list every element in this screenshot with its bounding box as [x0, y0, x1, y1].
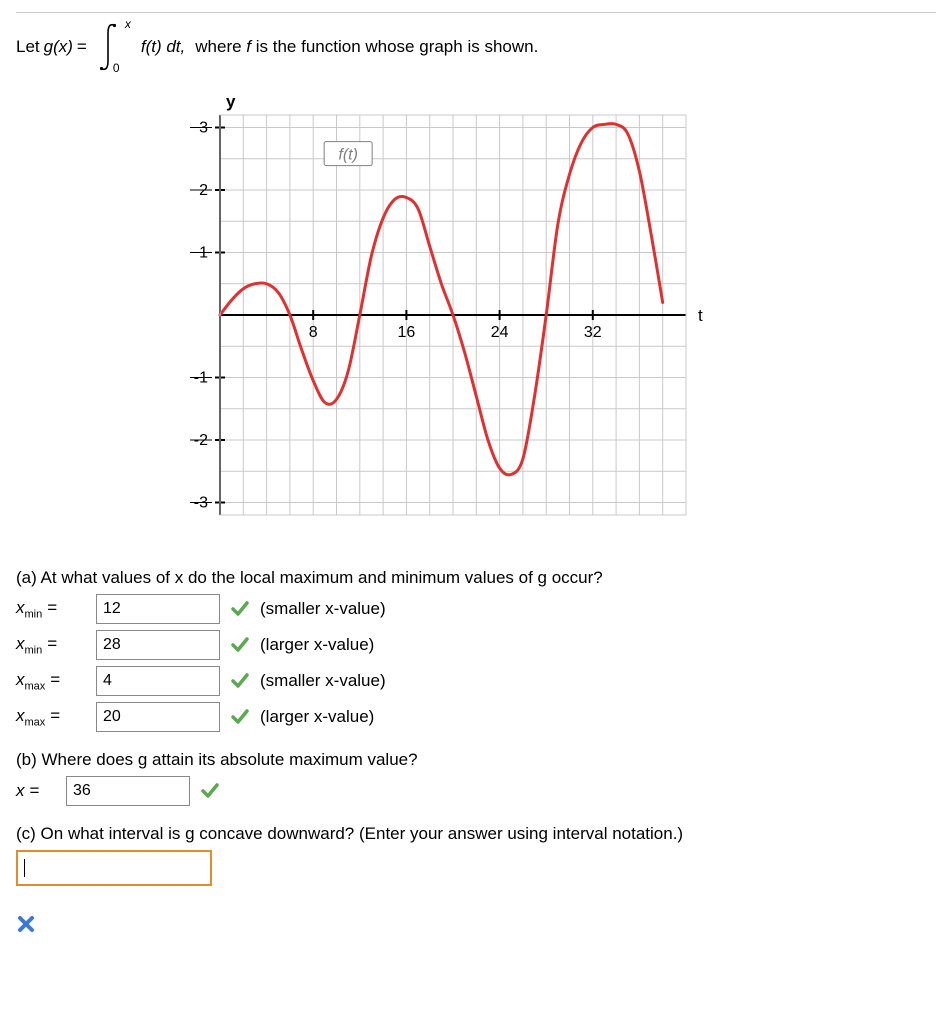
intro-let: Let — [16, 37, 40, 57]
svg-text:y: y — [226, 92, 236, 111]
part-a-lhs: xmin = — [16, 634, 86, 656]
part-b-input[interactable]: 36 — [66, 776, 190, 806]
svg-text:f(t): f(t) — [338, 147, 358, 164]
check-icon — [230, 707, 250, 727]
integral-lower: 0 — [113, 61, 120, 75]
svg-text:32: 32 — [584, 324, 602, 341]
question-intro: Let g(x) = x 0 f(t) dt, where f is the f… — [16, 21, 936, 73]
svg-text:16: 16 — [398, 324, 416, 341]
svg-text:24: 24 — [491, 324, 509, 341]
part-a-row: xmax = 4 (smaller x-value) — [16, 666, 936, 696]
part-a-input[interactable]: 20 — [96, 702, 220, 732]
svg-text:t: t — [698, 306, 703, 325]
integral-symbol: x 0 — [95, 21, 121, 73]
part-a-row: xmin = 12 (smaller x-value) — [16, 594, 936, 624]
intro-eq: = — [77, 37, 87, 57]
integral-upper: x — [125, 17, 131, 31]
check-icon — [230, 635, 250, 655]
part-b-prompt: (b) Where does g attain its absolute max… — [16, 750, 936, 770]
part-a-hint: (smaller x-value) — [260, 671, 386, 691]
part-a-input[interactable]: 4 — [96, 666, 220, 696]
check-icon — [200, 781, 220, 801]
graph: 321-1-2-38162432ytf(t) — [156, 85, 936, 550]
intro-tail2: is the function whose graph is shown. — [251, 37, 538, 56]
part-a-lhs: xmin = — [16, 598, 86, 620]
part-c-row — [16, 850, 936, 886]
x-icon — [16, 914, 936, 934]
part-a-row: xmin = 28 (larger x-value) — [16, 630, 936, 660]
part-b-row: x = 36 — [16, 776, 936, 806]
part-a-lhs: xmax = — [16, 706, 86, 728]
check-icon — [230, 599, 250, 619]
part-a-hint: (larger x-value) — [260, 635, 374, 655]
part-b-lhs: x = — [16, 781, 56, 801]
svg-text:8: 8 — [309, 324, 318, 341]
integrand: f(t) dt, — [141, 37, 185, 57]
part-a-hint: (smaller x-value) — [260, 599, 386, 619]
part-a-hint: (larger x-value) — [260, 707, 374, 727]
part-a-prompt: (a) At what values of x do the local max… — [16, 568, 936, 588]
part-a-lhs: xmax = — [16, 670, 86, 692]
part-c-input[interactable] — [16, 850, 212, 886]
intro-tail1: where — [195, 37, 246, 56]
part-a-row: xmax = 20 (larger x-value) — [16, 702, 936, 732]
part-c-prompt: (c) On what interval is g concave downwa… — [16, 824, 936, 844]
part-a-input[interactable]: 28 — [96, 630, 220, 660]
part-a-input[interactable]: 12 — [96, 594, 220, 624]
check-icon — [230, 671, 250, 691]
intro-gx: g(x) — [44, 37, 73, 57]
